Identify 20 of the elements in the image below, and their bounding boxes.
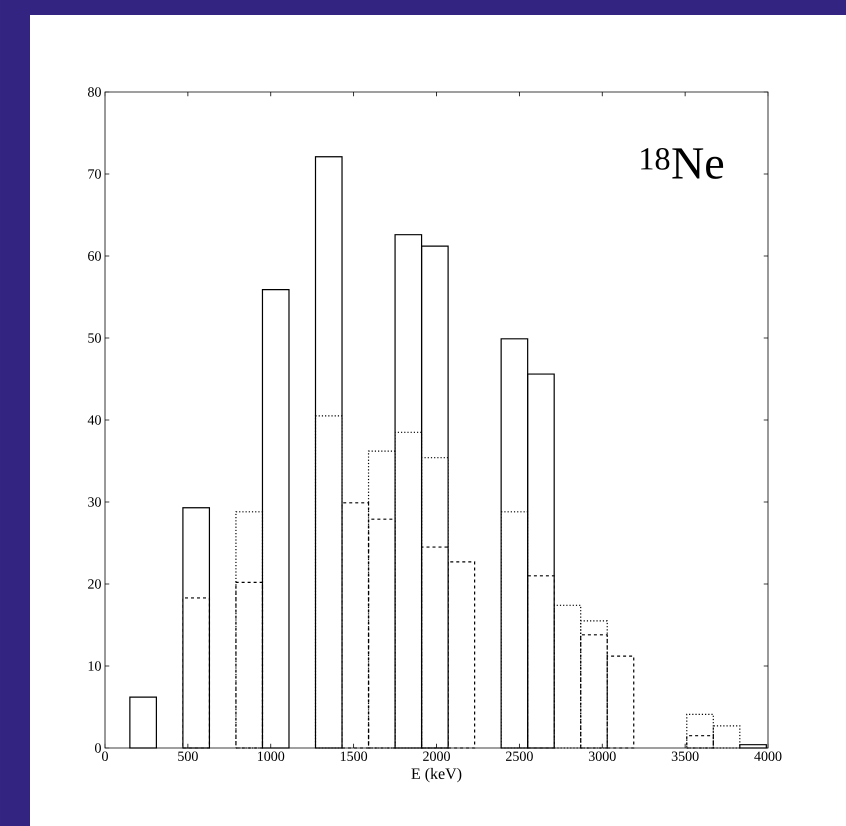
y-tick-label: 80: [88, 87, 101, 97]
x-tick-label: 1500: [340, 752, 368, 761]
x-tick-label: 4000: [754, 752, 782, 761]
y-tick-label: 50: [88, 333, 101, 343]
y-tick-label: 10: [88, 661, 101, 671]
y-tick-label: 30: [88, 497, 101, 507]
y-tick-label: 60: [88, 251, 101, 261]
y-tick-label: 0: [95, 743, 101, 753]
annotation: $^{18}$Ne: [641, 148, 724, 179]
x-tick-label: 0: [102, 752, 108, 761]
x-tick-label: 1000: [258, 752, 284, 761]
y-tick-label: 70: [88, 169, 101, 179]
x-tick-label: 500: [178, 752, 198, 761]
x-axis-title: E (keV): [411, 768, 462, 782]
y-tick-label: 40: [88, 415, 101, 425]
x-tick-label: 3000: [588, 752, 616, 761]
x-tick-label: 2500: [506, 752, 533, 761]
x-tick-label: 2000: [423, 752, 450, 761]
y-tick-label: 20: [88, 579, 101, 589]
x-tick-label: 3500: [672, 752, 699, 761]
